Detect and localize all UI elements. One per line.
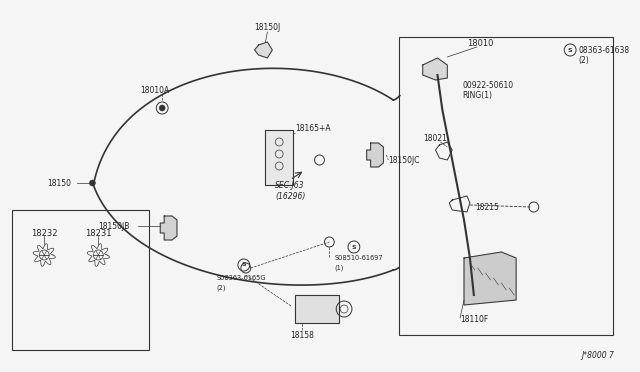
- Text: J*8000 7: J*8000 7: [582, 351, 614, 360]
- Polygon shape: [160, 216, 177, 240]
- Text: (1): (1): [334, 265, 344, 271]
- Text: SEC.J63: SEC.J63: [275, 180, 305, 189]
- Polygon shape: [464, 252, 516, 305]
- Bar: [266, 130, 293, 185]
- Text: 18010: 18010: [467, 38, 493, 48]
- Text: 18165+A: 18165+A: [295, 124, 330, 132]
- Text: 18150JC: 18150JC: [388, 155, 420, 164]
- Text: 18150: 18150: [47, 179, 71, 187]
- Text: S: S: [351, 244, 356, 250]
- Circle shape: [90, 180, 95, 186]
- Text: RING(1): RING(1): [462, 90, 492, 99]
- Text: 18232: 18232: [31, 228, 58, 237]
- Polygon shape: [255, 42, 272, 58]
- Text: S08510-61697: S08510-61697: [334, 255, 383, 261]
- Bar: [399, 37, 614, 335]
- Text: 18110F: 18110F: [460, 315, 488, 324]
- Text: S08363-6165G: S08363-6165G: [216, 275, 266, 281]
- Bar: [295, 295, 339, 323]
- Text: (2): (2): [216, 285, 226, 291]
- Text: 18231: 18231: [85, 228, 111, 237]
- Text: 18150J: 18150J: [254, 22, 280, 32]
- Text: 18010A: 18010A: [141, 86, 170, 94]
- Text: 18150JB: 18150JB: [99, 221, 130, 231]
- Polygon shape: [367, 143, 383, 167]
- Bar: [12, 210, 149, 350]
- Text: (2): (2): [578, 55, 589, 64]
- Circle shape: [159, 105, 165, 111]
- Text: 18021: 18021: [423, 134, 447, 142]
- Text: S: S: [568, 48, 573, 52]
- Text: S: S: [241, 263, 246, 267]
- Text: 18215: 18215: [475, 202, 499, 212]
- Text: 08363-61638: 08363-61638: [578, 45, 629, 55]
- Text: 18158: 18158: [290, 330, 314, 340]
- Polygon shape: [423, 58, 447, 80]
- Text: (16296): (16296): [275, 192, 306, 201]
- Text: 00922-50610: 00922-50610: [462, 80, 513, 90]
